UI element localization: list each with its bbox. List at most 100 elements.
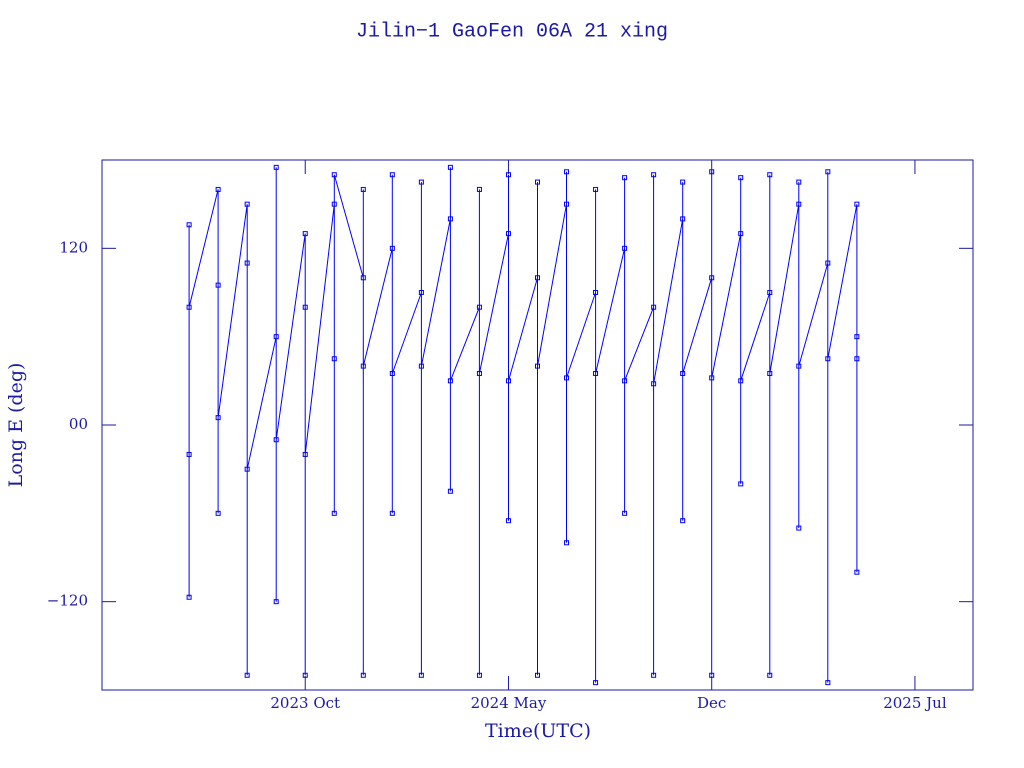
data-point: [796, 363, 802, 369]
data-point: [215, 186, 221, 192]
data-point: [215, 510, 221, 516]
data-point: [709, 169, 715, 175]
data-point: [535, 179, 540, 185]
data-point: [564, 375, 570, 381]
data-point: [273, 334, 279, 340]
data-point: [622, 245, 628, 251]
data-point: [505, 378, 511, 384]
data-point: [476, 672, 482, 678]
data-point: [418, 672, 424, 678]
data-line: [188, 167, 858, 683]
data-point: [331, 510, 337, 516]
data-point: [186, 304, 192, 310]
data-point: [767, 290, 773, 295]
data-point: [244, 672, 250, 678]
data-point: [302, 304, 308, 310]
data-point: [564, 540, 570, 546]
data-point: [738, 378, 744, 384]
data-point: [215, 282, 221, 288]
data-point: [738, 481, 744, 487]
data-point: [767, 370, 773, 376]
data-point: [593, 370, 599, 376]
x-tick-label: 2024 May: [471, 694, 547, 712]
data-point: [389, 370, 395, 376]
data-point: [331, 172, 337, 178]
data-point: [389, 245, 395, 251]
data-point: [825, 169, 831, 175]
data-point: [447, 378, 453, 384]
data-point: [331, 356, 337, 362]
data-point: [564, 169, 570, 175]
data-point: [244, 466, 250, 472]
data-point: [302, 451, 308, 457]
data-point: [796, 179, 802, 185]
data-point: [244, 260, 250, 266]
data-point: [651, 304, 657, 310]
x-tick-label: 2025 Jul: [883, 694, 947, 712]
data-point: [593, 186, 599, 192]
data-point: [854, 569, 860, 575]
data-point: [331, 201, 337, 207]
data-point: [651, 381, 657, 387]
data-point: [796, 201, 802, 207]
data-point: [186, 451, 192, 457]
data-point: [186, 594, 192, 600]
data-point: [505, 518, 511, 524]
data-point: [389, 510, 395, 516]
y-tick-label: 120: [59, 238, 88, 256]
data-point: [418, 363, 424, 369]
data-point: [447, 488, 453, 494]
data-point: [709, 275, 715, 281]
y-tick-label: 00: [69, 415, 88, 433]
data-point: [796, 525, 802, 531]
y-axis-label: Long E (deg): [5, 363, 27, 488]
data-point: [622, 175, 628, 181]
data-point: [738, 175, 744, 181]
data-point: [186, 222, 192, 228]
data-point: [535, 672, 540, 678]
data-point: [854, 201, 860, 207]
data-point: [302, 672, 308, 678]
data-point: [593, 680, 599, 686]
data-point: [825, 680, 831, 686]
data-point: [360, 186, 366, 192]
y-tick-label: −120: [47, 592, 88, 610]
data-point: [447, 164, 453, 170]
x-axis-label: Time(UTC): [485, 720, 591, 742]
data-point: [273, 164, 279, 170]
data-point: [680, 216, 686, 222]
data-point: [447, 216, 453, 222]
data-point: [767, 672, 773, 678]
data-point: [244, 201, 250, 207]
data-point: [767, 172, 773, 178]
data-point: [418, 179, 424, 185]
data-point: [622, 378, 628, 384]
data-point: [505, 172, 511, 178]
data-point: [680, 370, 686, 376]
data-point: [360, 672, 366, 678]
data-point: [709, 672, 715, 678]
data-point: [505, 231, 511, 237]
data-point: [651, 172, 657, 178]
x-tick-label: Dec: [697, 694, 726, 712]
data-point: [389, 172, 395, 178]
data-point: [360, 363, 366, 369]
data-point: [535, 363, 540, 369]
data-point: [476, 186, 482, 192]
data-point: [476, 370, 482, 376]
data-point: [215, 415, 221, 421]
data-point: [825, 260, 831, 266]
data-point: [738, 231, 744, 237]
data-point: [418, 290, 424, 295]
data-point: [854, 334, 860, 340]
data-point: [593, 290, 599, 295]
data-point: [273, 599, 279, 605]
data-point: [273, 437, 279, 443]
chart-title: Jilin−1 GaoFen 06A 21 xing: [356, 20, 668, 43]
data-point: [622, 510, 628, 516]
data-point: [854, 356, 860, 362]
data-point: [302, 231, 308, 237]
data-point: [476, 304, 482, 310]
data-point: [535, 275, 540, 281]
